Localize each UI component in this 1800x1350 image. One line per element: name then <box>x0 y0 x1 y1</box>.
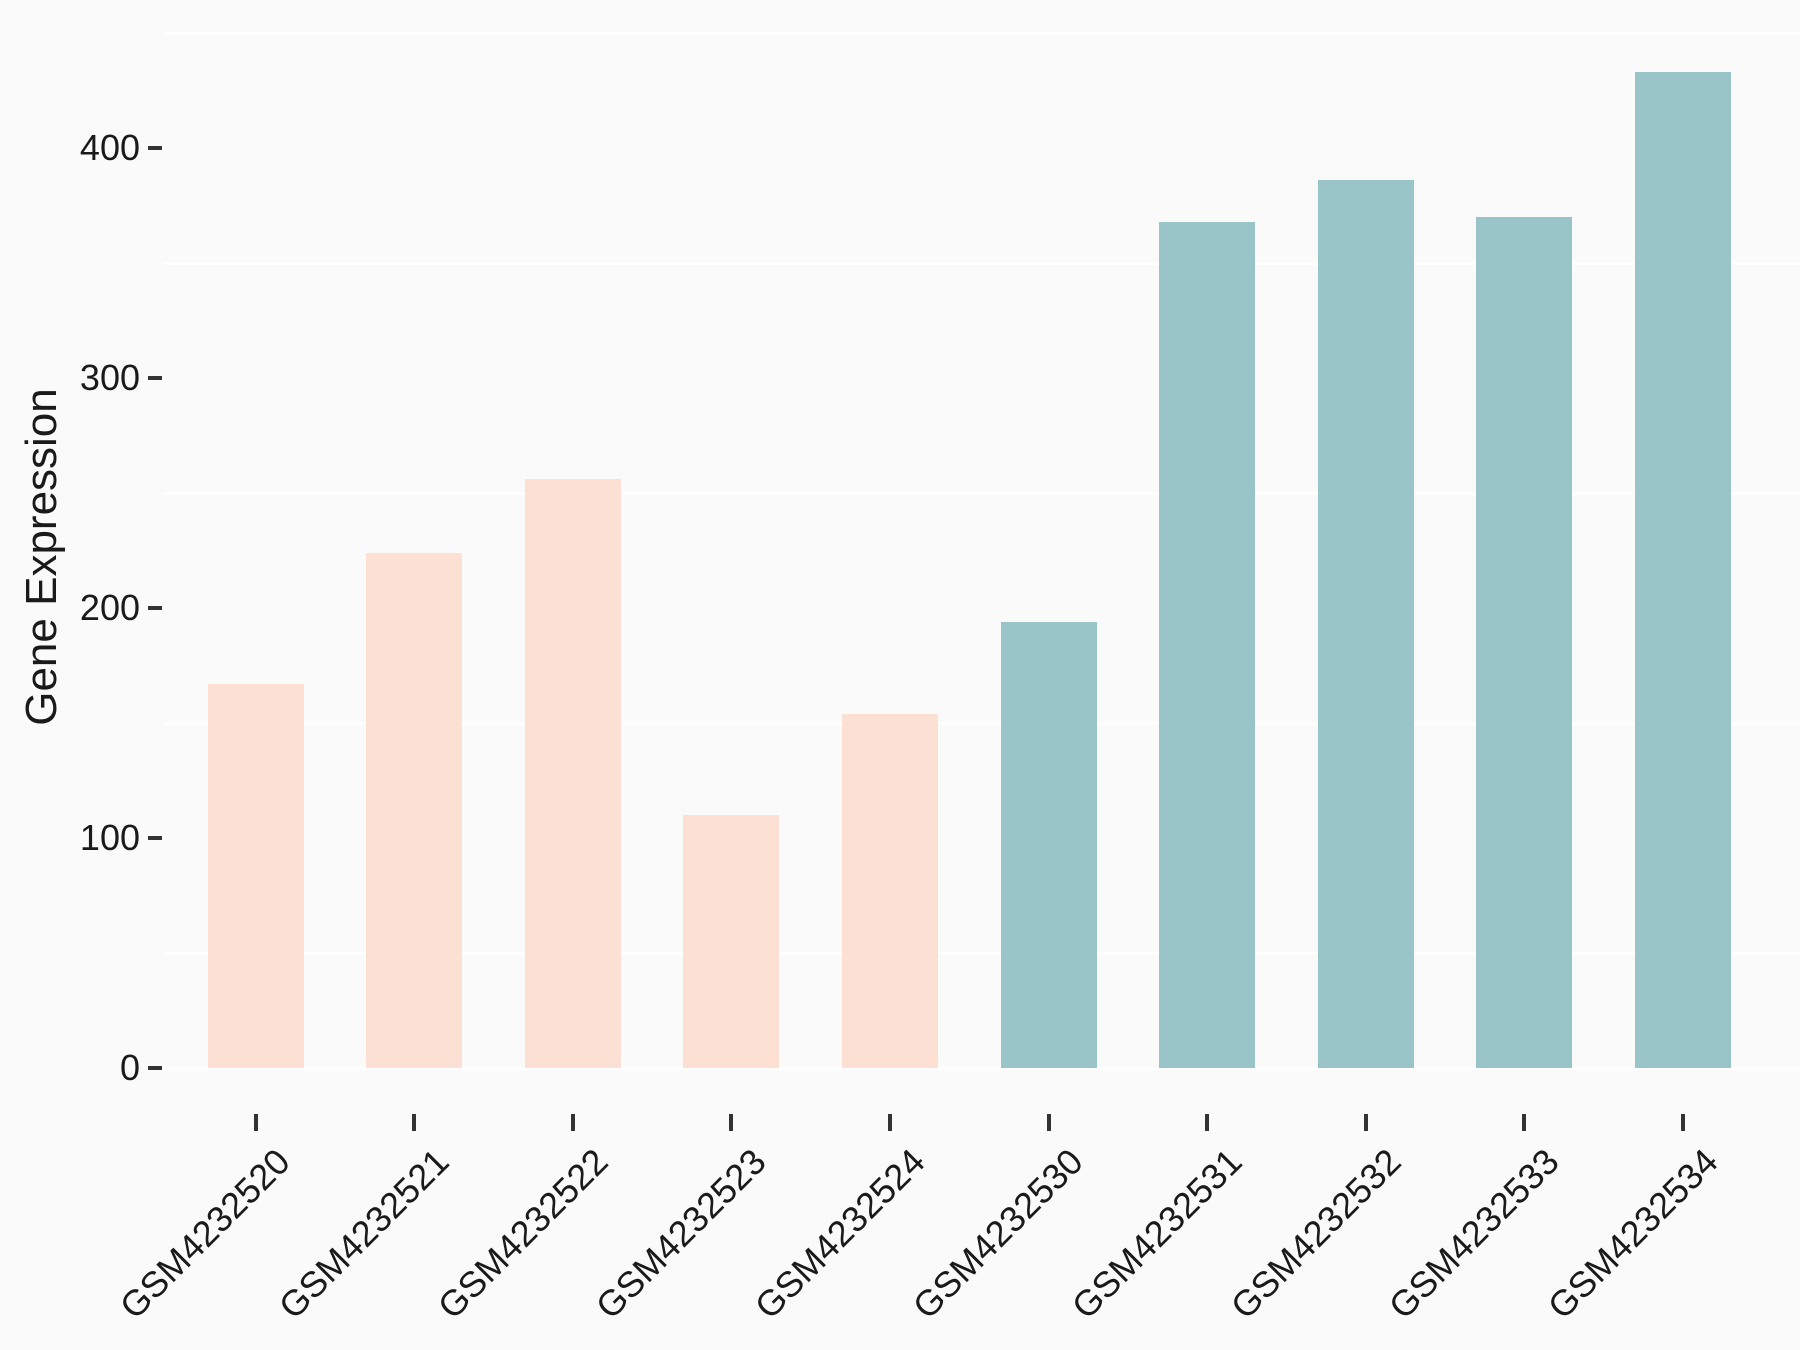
x-tick-label-GSM4232532: GSM4232532 <box>1222 1140 1409 1327</box>
x-tick-GSM4232533 <box>1522 1114 1527 1131</box>
x-tick-GSM4232530 <box>1046 1114 1051 1131</box>
x-tick-label-GSM4232523: GSM4232523 <box>587 1140 774 1327</box>
x-tick-label-GSM4232530: GSM4232530 <box>904 1140 1092 1327</box>
x-tick-label-GSM4232524: GSM4232524 <box>746 1140 933 1327</box>
gridline-350 <box>163 261 1800 265</box>
gridline-150 <box>163 721 1800 725</box>
x-tick-GSM4232531 <box>1205 1114 1210 1131</box>
y-axis-title: Gene Expression <box>17 388 66 726</box>
x-tick-label-GSM4232534: GSM4232534 <box>1539 1140 1726 1327</box>
y-tick-100 <box>148 836 162 840</box>
bar-GSM4232531 <box>1159 221 1256 1068</box>
gridline-250 <box>163 491 1800 495</box>
y-tick-label-0: 0 <box>119 1047 140 1088</box>
gridline-450 <box>163 31 1800 35</box>
y-tick-0 <box>148 1066 162 1070</box>
bar-GSM4232534 <box>1634 72 1731 1068</box>
x-tick-label-GSM4232533: GSM4232533 <box>1380 1140 1567 1327</box>
y-tick-200 <box>148 606 162 610</box>
bar-GSM4232520 <box>207 683 304 1068</box>
bar-GSM4232532 <box>1317 180 1414 1068</box>
x-tick-GSM4232534 <box>1680 1114 1685 1131</box>
x-tick-GSM4232524 <box>887 1114 892 1131</box>
x-tick-label-GSM4232521: GSM4232521 <box>270 1140 457 1327</box>
x-tick-GSM4232520 <box>253 1114 258 1131</box>
bar-GSM4232533 <box>1476 217 1573 1068</box>
y-tick-label-200: 200 <box>79 587 140 628</box>
y-tick-300 <box>148 376 162 380</box>
bar-GSM4232530 <box>1000 621 1097 1068</box>
x-tick-label-GSM4232520: GSM4232520 <box>111 1140 299 1327</box>
gridline-50 <box>163 951 1800 955</box>
bar-GSM4232521 <box>366 552 463 1068</box>
x-tick-GSM4232521 <box>412 1114 417 1131</box>
y-tick-label-300: 300 <box>79 357 140 398</box>
y-tick-label-400: 400 <box>79 127 140 168</box>
bar-GSM4232523 <box>683 815 780 1068</box>
x-tick-label-GSM4232522: GSM4232522 <box>429 1140 616 1327</box>
y-tick-label-100: 100 <box>79 817 140 858</box>
x-tick-GSM4232522 <box>570 1114 575 1131</box>
bar-GSM4232524 <box>841 713 938 1068</box>
x-tick-label-GSM4232531: GSM4232531 <box>1063 1140 1250 1327</box>
x-tick-GSM4232532 <box>1363 1114 1368 1131</box>
bar-GSM4232522 <box>524 479 621 1068</box>
y-tick-400 <box>148 146 162 150</box>
x-tick-GSM4232523 <box>729 1114 734 1131</box>
gridline-0 <box>163 1066 1800 1070</box>
